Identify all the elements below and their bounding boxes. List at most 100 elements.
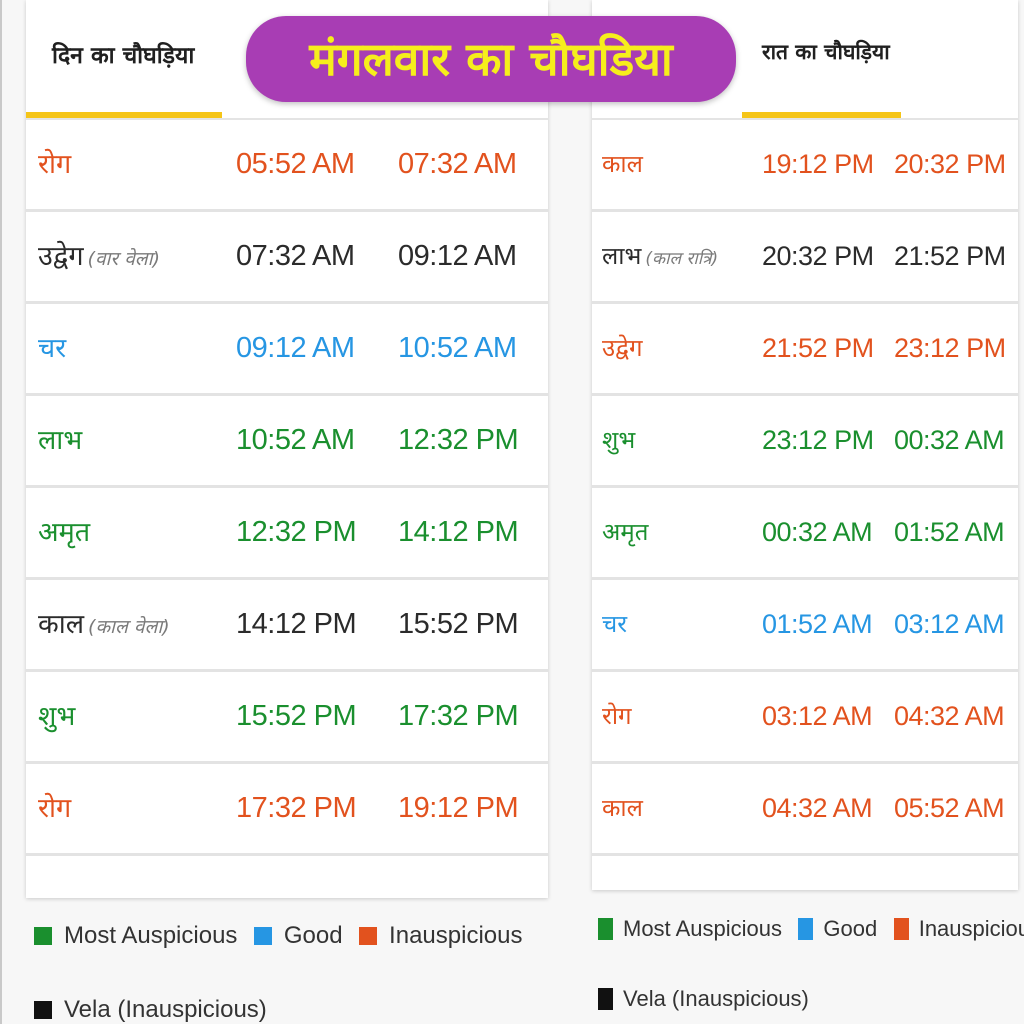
black-swatch-icon (598, 988, 613, 1010)
start-time: 15:52 PM (236, 700, 357, 732)
end-time: 09:12 AM (398, 240, 517, 272)
vela-note: (काल वेला) (88, 616, 170, 638)
legend-item-inauspicious: Inauspicious (893, 916, 1024, 942)
end-time: 04:32 AM (894, 701, 1005, 731)
header-divider (592, 118, 1018, 120)
start-time: 03:12 AM (762, 701, 873, 731)
end-time: 01:52 AM (894, 517, 1005, 547)
tab-night-choghadiya[interactable]: रात का चौघड़िया (762, 40, 890, 64)
legend-item-vela: Vela (Inauspicious) (34, 996, 267, 1024)
choghadiya-row: रोग 05:52 AM 07:32 AM (26, 120, 548, 212)
active-tab-indicator (26, 112, 222, 118)
choghadiya-row: काल (काल वेला) 14:12 PM 15:52 PM (26, 580, 548, 672)
end-time: 20:32 PM (894, 149, 1006, 179)
choghadiya-name-label: लाभ (38, 425, 83, 456)
choghadiya-name-label: चर (38, 333, 67, 364)
choghadiya-row: लाभ 10:52 AM 12:32 PM (26, 396, 548, 488)
choghadiya-name: रोग (38, 764, 71, 853)
choghadiya-name: चर (38, 304, 66, 393)
legend-item-good: Good (253, 922, 343, 950)
choghadiya-name: अमृत (38, 488, 90, 577)
night-choghadiya-panel: रात का चौघड़िया काल 19:12 PM 20:32 PM लाभ (क… (592, 0, 1018, 890)
choghadiya-name: अमृत (602, 488, 648, 577)
choghadiya-name-label: रोग (602, 702, 632, 730)
end-time: 12:32 PM (398, 424, 519, 456)
choghadiya-row: उद्वेग 21:52 PM 23:12 PM (592, 304, 1018, 396)
choghadiya-row: काल 04:32 AM 05:52 AM (592, 764, 1018, 856)
choghadiya-row: अमृत 12:32 PM 14:12 PM (26, 488, 548, 580)
title-banner: मंगलवार का चौघडिया (246, 16, 736, 102)
choghadiya-row: चर 09:12 AM 10:52 AM (26, 304, 548, 396)
end-time: 05:52 AM (894, 793, 1005, 823)
choghadiya-name: काल (602, 120, 643, 209)
tab-day-choghadiya[interactable]: दिन का चौघड़िया (52, 43, 195, 69)
start-time: 05:52 AM (236, 148, 355, 180)
start-time: 19:12 PM (762, 149, 874, 179)
choghadiya-row: रोग 03:12 AM 04:32 AM (592, 672, 1018, 764)
start-time: 21:52 PM (762, 333, 874, 363)
choghadiya-row: शुभ 23:12 PM 00:32 AM (592, 396, 1018, 488)
choghadiya-name-label: उद्वेग (38, 241, 84, 272)
red-swatch-icon (893, 918, 909, 940)
legend-item-vela: Vela (Inauspicious) (598, 986, 809, 1012)
night-legend: Most Auspicious Good Inauspicious Vela (… (598, 916, 1024, 1026)
start-time: 09:12 AM (236, 332, 355, 364)
end-time: 10:52 AM (398, 332, 517, 364)
choghadiya-name-label: रोग (38, 793, 72, 824)
choghadiya-name: शुभ (38, 672, 75, 761)
end-time: 21:52 PM (894, 241, 1006, 271)
legend-item-most-auspicious: Most Auspicious (598, 916, 782, 942)
red-swatch-icon (359, 927, 378, 945)
choghadiya-name: शुभ (602, 396, 635, 485)
choghadiya-name-label: काल (602, 150, 643, 178)
end-time: 23:12 PM (894, 333, 1006, 363)
black-swatch-icon (34, 1001, 52, 1019)
start-time: 07:32 AM (236, 240, 355, 272)
end-time: 17:32 PM (398, 700, 519, 732)
end-time: 03:12 AM (894, 609, 1005, 639)
start-time: 01:52 AM (762, 609, 873, 639)
choghadiya-name-label: उद्वेग (602, 334, 643, 362)
vela-note: (काल रात्रि) (645, 249, 719, 269)
start-time: 14:12 PM (236, 608, 357, 640)
choghadiya-name-label: काल (602, 794, 643, 822)
start-time: 20:32 PM (762, 241, 874, 271)
choghadiya-name: काल (काल वेला) (38, 580, 170, 672)
day-tab-header[interactable]: दिन का चौघड़िया (26, 0, 548, 118)
green-swatch-icon (598, 918, 613, 940)
choghadiya-name: काल (602, 764, 643, 853)
start-time: 10:52 AM (236, 424, 355, 456)
choghadiya-name: उद्वेग (वार वेला) (38, 212, 160, 304)
legend-item-inauspicious: Inauspicious (359, 922, 522, 950)
day-choghadiya-panel: दिन का चौघड़िया रोग 05:52 AM 07:32 AM उद्वे… (26, 0, 548, 898)
start-time: 23:12 PM (762, 425, 874, 455)
choghadiya-name-label: शुभ (38, 701, 76, 732)
choghadiya-name-label: चर (602, 610, 628, 638)
page-title: मंगलवार का चौघडिया (309, 32, 673, 86)
legend-item-good: Good (798, 916, 877, 942)
choghadiya-name: चर (602, 580, 627, 669)
choghadiya-name-label: रोग (38, 149, 72, 180)
header-divider (26, 118, 548, 120)
legend-item-most-auspicious: Most Auspicious (34, 922, 237, 950)
vela-note: (वार वेला) (87, 248, 161, 270)
choghadiya-row: लाभ (काल रात्रि) 20:32 PM 21:52 PM (592, 212, 1018, 304)
choghadiya-name-label: अमृत (602, 518, 649, 546)
choghadiya-row: अमृत 00:32 AM 01:52 AM (592, 488, 1018, 580)
blue-swatch-icon (798, 918, 814, 940)
end-time: 00:32 AM (894, 425, 1005, 455)
end-time: 19:12 PM (398, 792, 519, 824)
night-tab-header[interactable]: रात का चौघड़िया (592, 0, 1018, 118)
day-legend: Most Auspicious Good Inauspicious Vela (… (34, 922, 534, 1036)
choghadiya-row: उद्वेग (वार वेला) 07:32 AM 09:12 AM (26, 212, 548, 304)
start-time: 12:32 PM (236, 516, 357, 548)
choghadiya-row: शुभ 15:52 PM 17:32 PM (26, 672, 548, 764)
start-time: 17:32 PM (236, 792, 357, 824)
choghadiya-name-label: शुभ (602, 426, 636, 454)
choghadiya-row: काल 19:12 PM 20:32 PM (592, 120, 1018, 212)
choghadiya-row: चर 01:52 AM 03:12 AM (592, 580, 1018, 672)
choghadiya-name: रोग (602, 672, 632, 761)
choghadiya-name: लाभ (38, 396, 82, 485)
end-time: 15:52 PM (398, 608, 519, 640)
end-time: 14:12 PM (398, 516, 519, 548)
